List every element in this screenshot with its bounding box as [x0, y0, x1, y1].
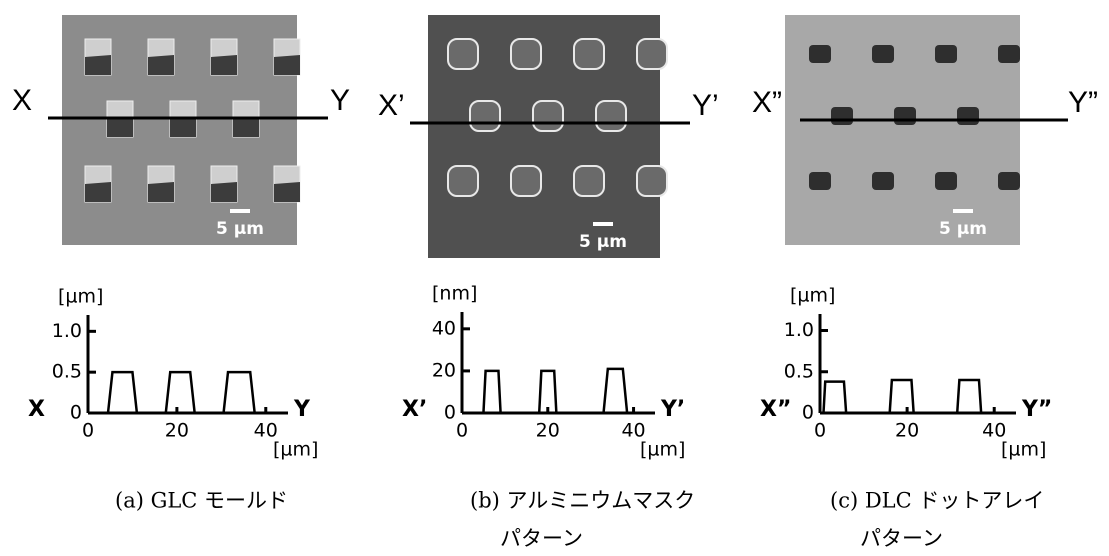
- pillar-shadow: [107, 117, 133, 137]
- dot: [998, 172, 1020, 190]
- pillar-shadow: [274, 182, 300, 202]
- y-unit: [µm]: [790, 285, 835, 307]
- dot: [957, 107, 979, 125]
- y-tick-label: 20: [432, 359, 456, 381]
- section-end-label: Y: [330, 84, 350, 117]
- dot: [574, 166, 604, 196]
- x-tick-label: 20: [536, 420, 560, 442]
- pillar-shadow: [274, 55, 300, 75]
- pillar-shadow: [211, 55, 237, 75]
- profile-end-label: Y’: [660, 397, 685, 422]
- y-tick-label: 0: [70, 402, 82, 424]
- profile-line: [820, 380, 1016, 413]
- y-tick-label: 40: [432, 317, 456, 339]
- section-end-label: Y”: [1068, 86, 1098, 119]
- pillar-shadow: [148, 55, 174, 75]
- pillar-shadow: [170, 117, 196, 137]
- profile-start-label: X: [28, 397, 45, 422]
- y-tick-label: 0: [802, 402, 814, 424]
- profile-start-label: X’: [402, 397, 427, 422]
- section-start-label: X”: [752, 86, 782, 119]
- profile-end-label: Y”: [1021, 397, 1052, 422]
- section-start-label: X’: [378, 89, 405, 122]
- sem-image: 5 µm: [428, 15, 667, 258]
- x-tick-label: 0: [456, 420, 468, 442]
- x-tick-label: 0: [814, 420, 826, 442]
- caption: パターン: [500, 527, 583, 551]
- pillar-shadow: [85, 55, 111, 75]
- profile-start-label: X”: [760, 397, 791, 422]
- pillar-shadow: [148, 182, 174, 202]
- y-tick-label: 1.0: [784, 319, 814, 341]
- dot: [872, 45, 894, 63]
- sem-image: 5 µm: [785, 15, 1020, 245]
- profile-line: [88, 372, 288, 413]
- dot: [511, 166, 541, 196]
- dot: [935, 45, 957, 63]
- dot: [809, 172, 831, 190]
- dot: [470, 101, 500, 131]
- dot: [574, 39, 604, 69]
- scale-bar-label: 5 µm: [216, 219, 264, 239]
- profile-end-label: Y: [293, 397, 311, 422]
- y-tick-label: 0: [444, 402, 456, 424]
- x-unit: [µm]: [1001, 439, 1046, 461]
- pillar-shadow: [211, 182, 237, 202]
- profile-line: [462, 369, 655, 413]
- dot: [935, 172, 957, 190]
- section-end-label: Y’: [692, 89, 719, 122]
- dot: [894, 107, 916, 125]
- sem-image: 5 µm: [62, 15, 300, 245]
- scale-bar-label: 5 µm: [579, 232, 627, 252]
- dot: [637, 39, 667, 69]
- dot: [511, 39, 541, 69]
- dot: [448, 39, 478, 69]
- pillar-shadow: [233, 117, 259, 137]
- section-start-label: X: [12, 84, 32, 117]
- y-tick-label: 1.0: [52, 320, 82, 342]
- x-unit: [µm]: [640, 439, 685, 461]
- y-tick-label: 0.5: [52, 361, 82, 383]
- figure: 5 µm X Y (a) GLC モールド 5 µm X’ Y’ (b) アルミニウムマスクパ…: [0, 0, 1109, 552]
- caption: (b) アルミニウムマスク: [470, 489, 695, 513]
- dot: [448, 166, 478, 196]
- caption: (a) GLC モールド: [115, 489, 288, 513]
- y-unit: [nm]: [432, 283, 477, 305]
- caption: (c) DLC ドットアレイ: [830, 489, 1044, 513]
- dot: [637, 166, 667, 196]
- caption: パターン: [860, 527, 943, 551]
- x-tick-label: 20: [895, 420, 919, 442]
- dot: [533, 101, 563, 131]
- pillar-shadow: [85, 182, 111, 202]
- y-unit: [µm]: [58, 286, 103, 308]
- scale-bar-label: 5 µm: [939, 219, 987, 239]
- x-unit: [µm]: [273, 439, 318, 461]
- x-tick-label: 0: [82, 420, 94, 442]
- y-tick-label: 0.5: [784, 360, 814, 382]
- x-tick-label: 20: [165, 420, 189, 442]
- dot: [998, 45, 1020, 63]
- dot: [831, 107, 853, 125]
- dot: [596, 101, 626, 131]
- dot: [809, 45, 831, 63]
- dot: [872, 172, 894, 190]
